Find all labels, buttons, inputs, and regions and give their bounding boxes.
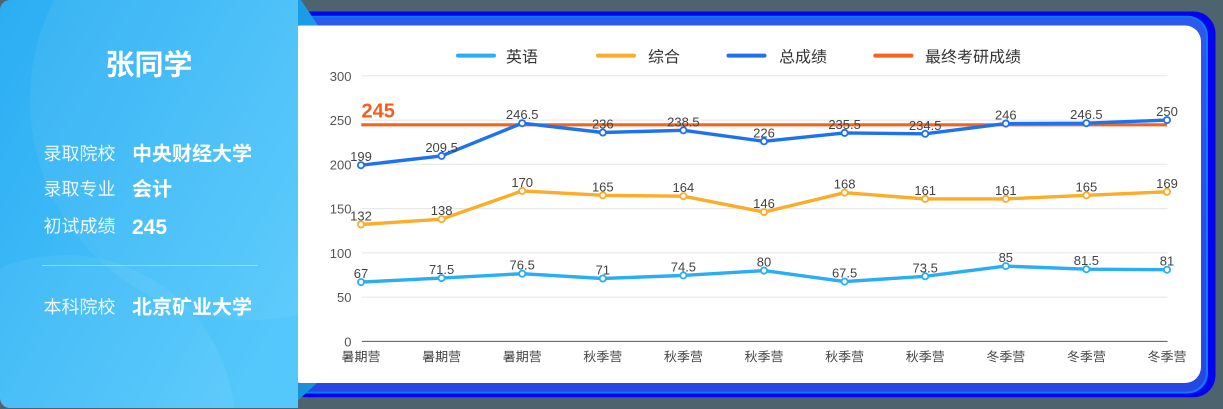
svg-text:170: 170 (511, 175, 533, 190)
svg-text:235.5: 235.5 (828, 117, 861, 132)
svg-text:138: 138 (431, 203, 453, 218)
svg-text:250: 250 (330, 113, 352, 128)
svg-text:238.5: 238.5 (667, 114, 700, 129)
svg-text:80: 80 (757, 255, 771, 270)
svg-text:165: 165 (1076, 179, 1098, 194)
svg-text:146: 146 (753, 196, 775, 211)
svg-text:250: 250 (1156, 104, 1178, 119)
svg-text:234.5: 234.5 (909, 118, 942, 133)
svg-text:246.5: 246.5 (506, 107, 539, 122)
svg-text:85: 85 (999, 250, 1013, 265)
svg-text:246: 246 (995, 108, 1017, 123)
svg-text:200: 200 (330, 157, 352, 172)
svg-text:226: 226 (753, 125, 775, 140)
svg-text:161: 161 (914, 183, 936, 198)
svg-text:71: 71 (596, 263, 610, 278)
svg-text:165: 165 (592, 179, 614, 194)
svg-text:169: 169 (1156, 176, 1178, 191)
svg-text:132: 132 (350, 209, 372, 224)
svg-text:245: 245 (132, 216, 167, 239)
svg-text:150: 150 (330, 202, 352, 217)
svg-text:71.5: 71.5 (429, 262, 454, 277)
svg-text:100: 100 (330, 246, 352, 261)
svg-text:161: 161 (995, 183, 1017, 198)
svg-text:74.5: 74.5 (671, 259, 696, 274)
svg-text:76.5: 76.5 (510, 258, 535, 273)
svg-text:81.5: 81.5 (1074, 253, 1099, 268)
svg-text:67: 67 (354, 266, 368, 281)
svg-text:73.5: 73.5 (913, 260, 938, 275)
svg-text:246.5: 246.5 (1070, 107, 1103, 122)
svg-text:199: 199 (350, 149, 372, 164)
svg-text:300: 300 (330, 69, 352, 84)
svg-text:67.5: 67.5 (832, 266, 857, 281)
svg-text:164: 164 (673, 180, 695, 195)
svg-text:0: 0 (344, 335, 351, 350)
svg-text:81: 81 (1160, 254, 1174, 269)
svg-text:50: 50 (337, 290, 351, 305)
svg-text:209.5: 209.5 (425, 140, 458, 155)
svg-text:245: 245 (362, 101, 395, 123)
svg-text:168: 168 (834, 177, 856, 192)
svg-text:236: 236 (592, 117, 614, 132)
